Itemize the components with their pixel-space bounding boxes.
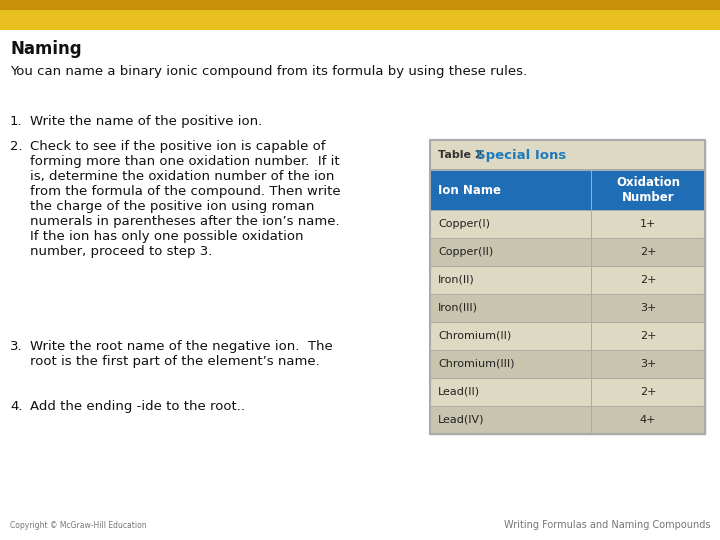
Text: Write the name of the positive ion.: Write the name of the positive ion.: [30, 115, 262, 128]
Bar: [430, 266, 705, 267]
Bar: [591, 350, 705, 378]
Bar: [430, 350, 705, 351]
Text: Writing Formulas and Naming Compounds: Writing Formulas and Naming Compounds: [503, 520, 710, 530]
Text: Add the ending -ide to the root..: Add the ending -ide to the root..: [30, 400, 245, 413]
Bar: [591, 266, 705, 294]
Text: 2+: 2+: [639, 387, 656, 397]
Bar: [430, 238, 705, 239]
Bar: [0, 10, 720, 30]
Text: 4+: 4+: [639, 415, 656, 425]
Text: 1+: 1+: [640, 219, 656, 229]
Bar: [430, 210, 705, 211]
Text: 3.: 3.: [10, 340, 22, 353]
Bar: [591, 350, 593, 378]
Bar: [591, 294, 593, 322]
Bar: [430, 406, 591, 434]
Text: Ion Name: Ion Name: [438, 184, 501, 197]
Bar: [430, 140, 705, 434]
Text: Table 2: Table 2: [438, 150, 490, 160]
Text: Check to see if the positive ion is capable of
forming more than one oxidation n: Check to see if the positive ion is capa…: [30, 140, 341, 258]
Text: 3+: 3+: [640, 359, 656, 369]
Text: Oxidation
Number: Oxidation Number: [616, 176, 680, 204]
Text: Write the root name of the negative ion.  The
root is the first part of the elem: Write the root name of the negative ion.…: [30, 340, 333, 368]
Text: 2.: 2.: [10, 140, 22, 153]
Bar: [430, 140, 705, 434]
Bar: [591, 170, 593, 210]
Text: Special Ions: Special Ions: [476, 148, 566, 161]
Bar: [591, 210, 593, 238]
Bar: [591, 378, 593, 406]
Bar: [591, 170, 705, 210]
Text: 4.: 4.: [10, 400, 22, 413]
Text: Chromium(II): Chromium(II): [438, 331, 511, 341]
Bar: [591, 266, 593, 294]
Bar: [430, 406, 705, 407]
Text: You can name a binary ionic compound from its formula by using these rules.: You can name a binary ionic compound fro…: [10, 65, 527, 78]
Text: 2+: 2+: [639, 331, 656, 341]
Bar: [430, 169, 705, 171]
Bar: [591, 210, 705, 238]
Bar: [591, 322, 705, 350]
Bar: [591, 322, 593, 350]
Bar: [591, 238, 593, 266]
Bar: [591, 378, 705, 406]
Text: 1.: 1.: [10, 115, 22, 128]
Bar: [0, 0, 720, 10]
Text: Copyright © McGraw-Hill Education: Copyright © McGraw-Hill Education: [10, 521, 147, 530]
Bar: [430, 266, 591, 294]
Bar: [591, 238, 705, 266]
Bar: [430, 294, 705, 295]
Bar: [430, 294, 591, 322]
Bar: [430, 170, 591, 210]
Bar: [591, 406, 705, 434]
Bar: [591, 406, 593, 434]
Bar: [430, 350, 591, 378]
Text: Iron(III): Iron(III): [438, 303, 478, 313]
Text: Naming: Naming: [10, 40, 81, 58]
Text: Iron(II): Iron(II): [438, 275, 474, 285]
Bar: [430, 378, 705, 379]
Bar: [430, 238, 591, 266]
Text: Copper(II): Copper(II): [438, 247, 493, 257]
Text: Chromium(III): Chromium(III): [438, 359, 515, 369]
Text: Copper(I): Copper(I): [438, 219, 490, 229]
Bar: [591, 294, 705, 322]
Text: 2+: 2+: [639, 247, 656, 257]
Bar: [430, 210, 591, 238]
Bar: [430, 378, 591, 406]
Text: 3+: 3+: [640, 303, 656, 313]
Bar: [430, 322, 591, 350]
Bar: [430, 322, 705, 323]
Bar: [430, 140, 705, 170]
Text: Lead(II): Lead(II): [438, 387, 480, 397]
Text: Lead(IV): Lead(IV): [438, 415, 485, 425]
Text: 2+: 2+: [639, 275, 656, 285]
